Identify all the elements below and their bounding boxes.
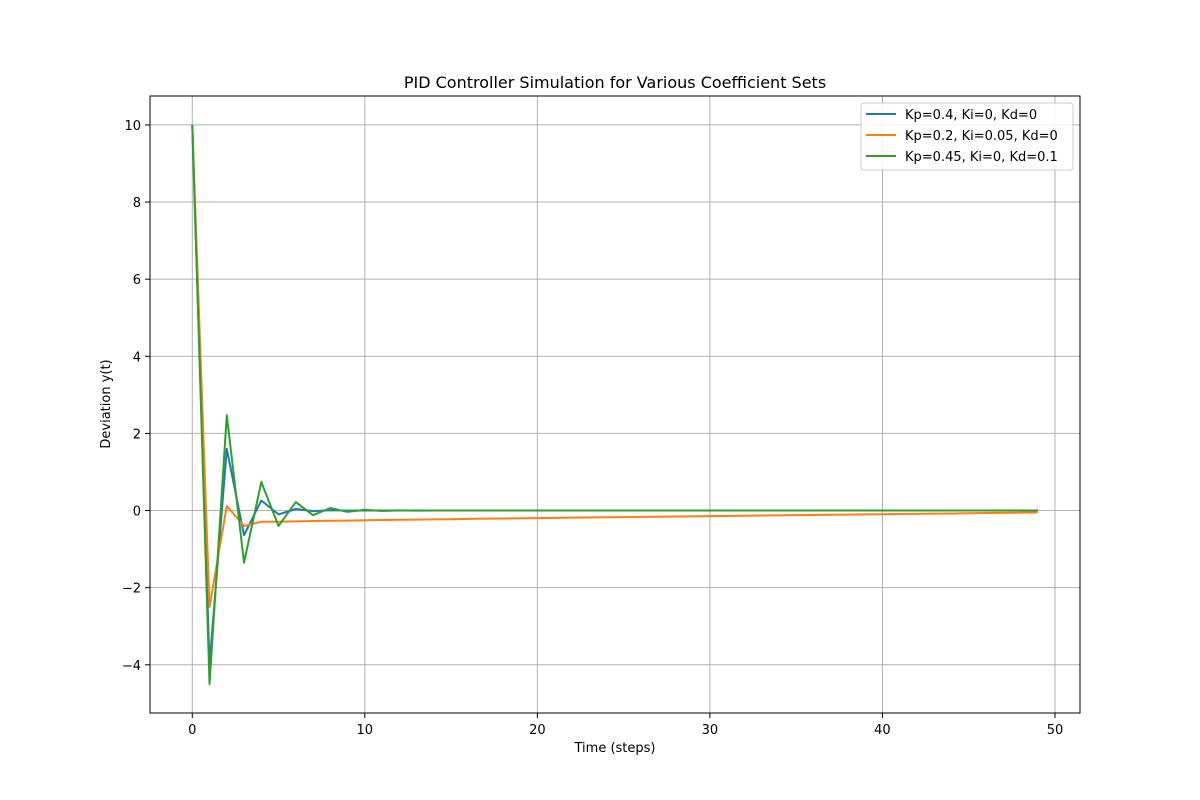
y-axis-label: Deviation y(t)	[99, 359, 114, 448]
series-lines	[191, 124, 1038, 686]
y-tick-label: 2	[133, 427, 141, 442]
y-axis-ticks: −4 −2 0 2 4 6 8 10	[122, 119, 150, 674]
x-tick-label: 30	[702, 723, 719, 738]
series-line-2	[191, 124, 1038, 608]
plot-frame	[149, 95, 1081, 714]
x-tick-label: 0	[188, 723, 196, 738]
x-tick-label: 10	[357, 723, 374, 738]
legend-label-series-3: Kp=0.45, Ki=0, Kd=0.1	[905, 150, 1058, 165]
x-tick-label: 20	[529, 723, 546, 738]
chart-title: PID Controller Simulation for Various Co…	[404, 73, 826, 92]
y-tick-label: 6	[133, 273, 141, 288]
x-tick-label: 40	[874, 723, 891, 738]
legend: Kp=0.4, Ki=0, Kd=0 Kp=0.2, Ki=0.05, Kd=0…	[860, 102, 1074, 171]
series-line-3	[191, 124, 1038, 686]
y-tick-label: −2	[122, 582, 141, 597]
legend-box	[860, 102, 1074, 171]
y-tick-label: 10	[124, 119, 141, 134]
x-axis-label: Time (steps)	[574, 741, 656, 756]
legend-label-series-2: Kp=0.2, Ki=0.05, Kd=0	[905, 129, 1058, 144]
y-tick-label: 8	[133, 196, 141, 211]
y-tick-label: −4	[122, 659, 141, 674]
x-axis-ticks: 0 10 20 30 40 50	[188, 713, 1063, 738]
y-tick-label: 0	[133, 505, 141, 520]
x-tick-label: 50	[1047, 723, 1064, 738]
legend-label-series-1: Kp=0.4, Ki=0, Kd=0	[905, 108, 1037, 123]
y-tick-label: 4	[133, 350, 141, 365]
